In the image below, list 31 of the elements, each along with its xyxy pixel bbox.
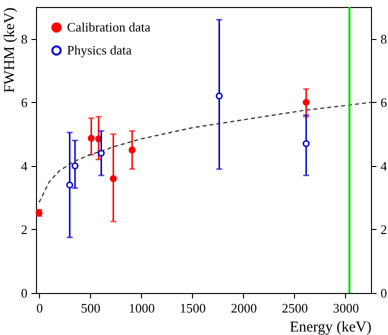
point [128, 146, 136, 154]
y2-tick-label: 4 [380, 158, 388, 174]
y2-tick-label: 0 [380, 286, 387, 300]
point [216, 92, 223, 100]
y2-tick-label: 8 [380, 31, 387, 46]
point [98, 150, 105, 157]
y-tick-label: 0 [21, 286, 28, 300]
point [302, 98, 310, 106]
y-tick-label: 8 [21, 31, 28, 46]
y-tick-label: 2 [21, 222, 28, 237]
x-tick-label: 0 [36, 300, 43, 316]
legend-label: Physics data [67, 42, 132, 58]
x-axis-title: Energy (keV) [290, 320, 372, 335]
point [72, 162, 79, 170]
point [302, 140, 310, 148]
point [88, 134, 95, 142]
point [66, 181, 74, 188]
y2-tick-label: 6 [380, 94, 388, 110]
x-tick-label: 1000 [128, 300, 155, 316]
y-tick-label: 6 [21, 94, 28, 110]
point [110, 175, 117, 182]
y-axis-title: FWHM (keV) [2, 8, 18, 93]
x-tick-label: 3000 [332, 300, 359, 316]
x-tick-label: 1500 [180, 300, 206, 316]
y2-tick-label: 2 [380, 222, 387, 237]
x-tick-label: 500 [80, 300, 100, 316]
y-tick-label: 4 [21, 158, 28, 174]
line-series [38, 102, 372, 204]
x-tick-label: 2500 [282, 300, 308, 316]
x-tick-label: 2000 [230, 300, 257, 316]
legend-label: Calibration data [67, 20, 151, 34]
